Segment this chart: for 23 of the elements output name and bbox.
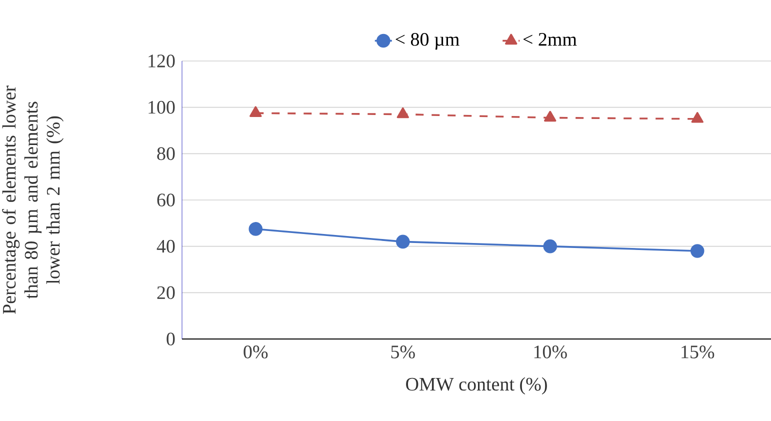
point [250,106,262,118]
point [396,107,409,118]
point [690,244,704,258]
y-tick-label: 40 [156,240,175,253]
y-tick-label: 80 [157,147,175,160]
point [544,110,556,122]
y-axis-title: Percentage of elements lower than 80 µm and elements lower than 2 mm (%) [2,86,64,314]
point [691,112,704,123]
y-tick-label: 60 [157,194,175,206]
legend-label: < 80 µm [396,32,460,50]
x-tick-label: 10% [534,346,567,358]
x-tick-label: 15% [682,346,714,358]
x-tick-label: 5% [391,346,415,358]
y-tick-label: 20 [157,286,175,300]
y-tick-label: 0 [166,332,175,346]
point [248,222,263,236]
x-axis-title: OMW content (%) [406,377,547,395]
y-tick-label: 100 [148,100,175,114]
legend-label: < 2mm [523,33,577,46]
point [543,239,558,254]
y-tick-label: 120 [148,54,175,68]
x-tick-label: 0% [244,346,268,358]
point [396,234,410,249]
